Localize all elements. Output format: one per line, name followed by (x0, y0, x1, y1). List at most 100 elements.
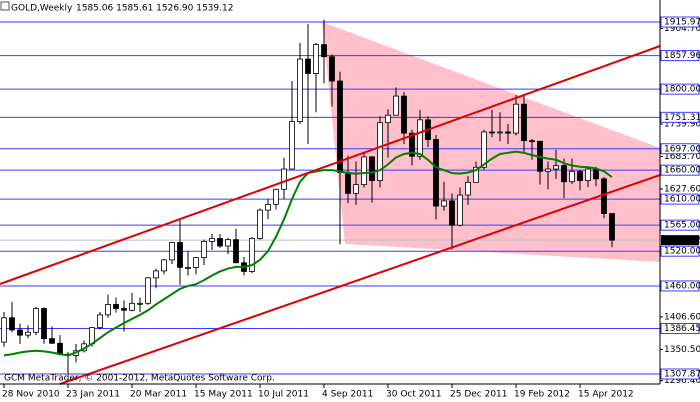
level-label: 1751.31 (664, 113, 700, 123)
candle-body (409, 132, 415, 157)
candle-body (209, 238, 215, 242)
candle-body (217, 238, 223, 247)
y-tick-label: 1739.90 (664, 119, 700, 129)
chart-icon (0, 1, 10, 11)
trend-line (59, 174, 661, 385)
candle-body (265, 203, 271, 211)
candle-body (353, 184, 359, 194)
candle-body (9, 317, 15, 331)
candle-body (369, 156, 375, 181)
candle-body (401, 95, 407, 134)
candle-body (313, 44, 319, 74)
x-tick-label: 20 Mar 2011 (130, 390, 187, 400)
ohlc-label: 1585.06 1585.61 1526.90 1539.12 (76, 4, 233, 14)
footer: GCM MetaTrader, © 2001-2012, MetaQuotes … (4, 374, 275, 384)
candle-body (465, 181, 471, 196)
level-label: 1660.00 (664, 166, 700, 176)
candle-body (513, 103, 519, 134)
candle-body (57, 342, 63, 355)
candle-body (49, 338, 55, 344)
candle-body (145, 277, 151, 304)
candle-body (585, 168, 591, 181)
candle-body (193, 257, 199, 268)
candle-body (121, 308, 127, 311)
candle-body (305, 58, 311, 74)
x-tick-label: 4 Sep 2011 (322, 390, 373, 400)
current-price-label: 1539.12 (664, 236, 700, 246)
candle-body (97, 314, 103, 329)
candle-body (385, 114, 391, 124)
level-box (660, 164, 700, 176)
x-tick-label: 15 Apr 2012 (578, 390, 634, 400)
candle-body (233, 239, 239, 264)
candle-body (185, 267, 191, 269)
candle-body (201, 240, 207, 258)
candle-body (337, 80, 343, 173)
level-box (660, 245, 700, 257)
level-box (660, 50, 700, 62)
y-tick-label: 1406.60 (664, 312, 700, 322)
candle-body (361, 156, 367, 186)
candle-body (377, 122, 383, 181)
candle-body (257, 209, 263, 239)
candle-body (153, 270, 159, 279)
x-tick-label: 15 May 2011 (194, 390, 253, 400)
level-box (660, 193, 700, 205)
level-label: 1386.45 (664, 324, 700, 334)
level-label: 1307.87 (664, 370, 700, 380)
candle-body (1, 317, 7, 343)
candle-body (105, 304, 111, 316)
level-label: 1610.00 (664, 195, 700, 205)
level-box (660, 219, 700, 231)
x-tick-label: 10 Jul 2011 (258, 390, 309, 400)
level-box (660, 368, 700, 380)
x-tick-label: 28 Nov 2010 (2, 390, 60, 400)
level-label: 1697.00 (664, 144, 700, 154)
x-tick-label: 23 Jan 2011 (66, 390, 120, 400)
candle-body (289, 121, 295, 170)
y-tick-label: 1683.70 (664, 152, 700, 162)
candle-body (329, 56, 335, 82)
x-tick-label: 25 Dec 2011 (450, 390, 508, 400)
candle-body (113, 304, 119, 309)
level-label: 1857.96 (664, 51, 700, 61)
candle-body (161, 259, 167, 272)
candle-body (137, 302, 143, 305)
y-tick-label: 1627.60 (664, 184, 700, 194)
candle-body (601, 178, 607, 214)
candle-body (433, 139, 439, 207)
triangle-drawing (322, 22, 660, 262)
candle-body (497, 131, 503, 134)
candle-body (609, 213, 615, 241)
trend-line (0, 45, 661, 285)
x-tick-label: 19 Feb 2012 (514, 390, 570, 400)
candle-body (449, 200, 455, 226)
candle-body (321, 44, 327, 58)
candle-body (129, 302, 135, 311)
candle-body (489, 131, 495, 134)
candle-body (561, 165, 567, 183)
y-tick-label: 1296.40 (664, 376, 700, 386)
candle-body (25, 331, 31, 336)
candle-body (17, 329, 23, 336)
current-price-box (661, 235, 699, 246)
level-box (660, 16, 700, 28)
candle-body (481, 131, 487, 168)
candle-body (249, 238, 255, 272)
candle-body (225, 239, 231, 247)
candle-body (417, 119, 423, 157)
level-box (660, 111, 700, 123)
candle-body (345, 172, 351, 194)
candle-body (169, 242, 175, 261)
candle-body (33, 308, 39, 333)
chart-title: GOLD,Weekly (11, 4, 73, 14)
candle-body (577, 170, 583, 181)
level-box (660, 143, 700, 155)
candle-body (553, 165, 559, 170)
candle-body (457, 194, 463, 226)
level-label: 1800.00 (664, 85, 700, 95)
candle-body (281, 168, 287, 190)
candle-body (297, 58, 303, 122)
level-label: 1460.00 (664, 281, 700, 291)
